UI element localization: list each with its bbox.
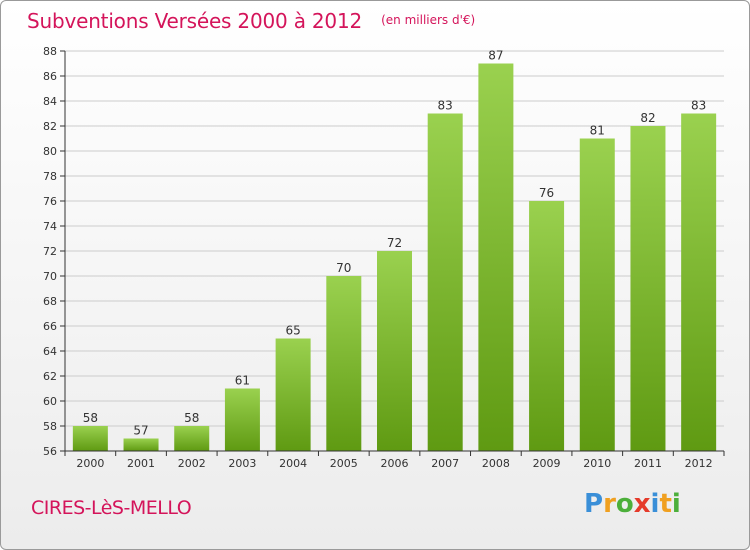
y-tick-label: 82	[43, 120, 57, 133]
data-label: 65	[285, 324, 300, 338]
data-label: 83	[438, 99, 453, 113]
y-tick-label: 70	[43, 270, 57, 283]
bar	[529, 201, 565, 451]
bar	[224, 388, 260, 451]
bar	[681, 113, 717, 451]
logo-letter: i	[650, 489, 660, 519]
x-tick-label: 2000	[76, 457, 104, 470]
y-tick-label: 74	[43, 220, 57, 233]
y-tick-label: 72	[43, 245, 57, 258]
x-tick-label: 2003	[228, 457, 256, 470]
bar	[326, 276, 362, 451]
bar	[174, 426, 210, 451]
bar	[275, 338, 311, 451]
data-label: 58	[184, 411, 199, 425]
y-tick-label: 60	[43, 395, 57, 408]
bars	[72, 63, 717, 451]
bar	[123, 438, 159, 451]
x-tick-labels: 2000 2001 2002 2003 2004 2005 2006 2007 2008 2009…	[64, 451, 725, 470]
x-tick-label: 2001	[127, 457, 155, 470]
data-label: 76	[539, 186, 554, 200]
data-label: 58	[83, 411, 98, 425]
y-tick-label: 64	[43, 345, 57, 358]
axes	[64, 51, 724, 452]
x-tick-label: 2008	[482, 457, 510, 470]
data-label: 83	[691, 99, 706, 113]
data-label: 87	[488, 49, 503, 63]
y-tick-label: 86	[43, 70, 57, 83]
logo-letter: r	[603, 489, 616, 519]
bar	[630, 126, 666, 451]
logo-letter: x	[633, 489, 651, 519]
y-tick-label: 62	[43, 370, 57, 383]
data-label: 72	[387, 236, 402, 250]
y-tick-label: 88	[43, 45, 57, 58]
chart-subtitle: (en milliers d'€)	[381, 13, 476, 27]
y-tick-label: 76	[43, 195, 57, 208]
x-tick-label: 2006	[381, 457, 409, 470]
data-label: 57	[133, 424, 148, 438]
proxiti-logo: Proxiti	[584, 489, 681, 519]
x-tick-label: 2011	[634, 457, 662, 470]
bar	[72, 426, 108, 451]
logo-letter: t	[659, 489, 672, 519]
commune-name: CIRES-LèS-MELLO	[31, 497, 192, 519]
logo-letter: P	[584, 489, 604, 519]
y-tick-label: 68	[43, 295, 57, 308]
bar	[478, 63, 514, 451]
x-tick-label: 2010	[583, 457, 611, 470]
x-tick-label: 2009	[533, 457, 561, 470]
logo-letter: i	[671, 489, 681, 519]
data-label: 82	[640, 111, 655, 125]
y-tick-labels: 56 58 60 62 64 66 68 70 72 74 76 78 80 82 84 86 88	[43, 45, 57, 458]
y-tick-label: 66	[43, 320, 57, 333]
y-tick-label: 56	[43, 445, 57, 458]
bar	[579, 138, 615, 451]
chart-title: Subventions Versées 2000 à 2012	[27, 9, 363, 33]
x-tick-label: 2007	[431, 457, 459, 470]
x-tick-label: 2002	[178, 457, 206, 470]
y-tick-label: 84	[43, 95, 57, 108]
data-label: 61	[235, 374, 250, 388]
data-label: 81	[590, 124, 605, 138]
y-tick-label: 78	[43, 170, 57, 183]
x-tick-label: 2012	[685, 457, 713, 470]
logo-letter: o	[615, 489, 634, 519]
x-tick-label: 2004	[279, 457, 307, 470]
y-tick-label: 80	[43, 145, 57, 158]
y-tick-label: 58	[43, 420, 57, 433]
data-label: 70	[336, 261, 351, 275]
title-row: Subventions Versées 2000 à 2012 (en mill…	[27, 9, 475, 33]
bar	[377, 251, 412, 451]
x-tick-label: 2005	[330, 457, 358, 470]
bar	[427, 113, 463, 451]
data-labels: 58 57 58 61 65 70 72 83 87 76 81 82 83	[83, 49, 707, 438]
